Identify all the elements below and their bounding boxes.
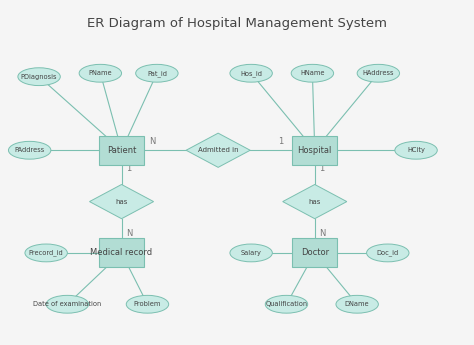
Ellipse shape: [230, 65, 273, 82]
Text: Doc_id: Doc_id: [377, 249, 399, 256]
Ellipse shape: [46, 295, 89, 313]
Ellipse shape: [357, 65, 400, 82]
Text: Problem: Problem: [134, 301, 161, 307]
Text: PName: PName: [89, 70, 112, 76]
Polygon shape: [283, 185, 347, 219]
Ellipse shape: [18, 68, 60, 86]
Text: Qualification: Qualification: [265, 301, 308, 307]
Ellipse shape: [395, 141, 438, 159]
Text: has: has: [309, 199, 321, 205]
FancyBboxPatch shape: [292, 238, 337, 267]
Ellipse shape: [9, 141, 51, 159]
FancyBboxPatch shape: [99, 238, 144, 267]
Ellipse shape: [25, 244, 67, 262]
Text: Pat_id: Pat_id: [147, 70, 167, 77]
Text: Admitted in: Admitted in: [198, 147, 238, 153]
Text: N: N: [126, 229, 133, 238]
Text: HAddress: HAddress: [363, 70, 394, 76]
Text: DName: DName: [345, 301, 369, 307]
Text: Date of examination: Date of examination: [33, 301, 101, 307]
Ellipse shape: [230, 244, 273, 262]
Text: Medical record: Medical record: [91, 248, 153, 257]
Ellipse shape: [136, 65, 178, 82]
Ellipse shape: [336, 295, 378, 313]
Text: PAddress: PAddress: [15, 147, 45, 153]
Text: Salary: Salary: [241, 250, 262, 256]
Text: N: N: [319, 229, 326, 238]
Polygon shape: [186, 133, 250, 167]
Text: Precord_id: Precord_id: [29, 249, 64, 256]
Ellipse shape: [265, 295, 308, 313]
Text: has: has: [115, 199, 128, 205]
FancyBboxPatch shape: [292, 136, 337, 165]
Text: 1: 1: [126, 164, 131, 173]
Text: 1: 1: [278, 137, 283, 146]
Text: 1: 1: [319, 164, 325, 173]
Text: Hospital: Hospital: [298, 146, 332, 155]
Text: ER Diagram of Hospital Management System: ER Diagram of Hospital Management System: [87, 17, 387, 30]
Ellipse shape: [366, 244, 409, 262]
Text: HName: HName: [300, 70, 325, 76]
Ellipse shape: [79, 65, 121, 82]
Polygon shape: [90, 185, 154, 219]
Text: Hos_id: Hos_id: [240, 70, 262, 77]
Ellipse shape: [291, 65, 334, 82]
Text: PDiagnosis: PDiagnosis: [21, 74, 57, 80]
Text: Patient: Patient: [107, 146, 136, 155]
Text: N: N: [150, 137, 156, 146]
Ellipse shape: [126, 295, 169, 313]
FancyBboxPatch shape: [99, 136, 144, 165]
Text: Doctor: Doctor: [301, 248, 329, 257]
Text: HCity: HCity: [407, 147, 425, 153]
